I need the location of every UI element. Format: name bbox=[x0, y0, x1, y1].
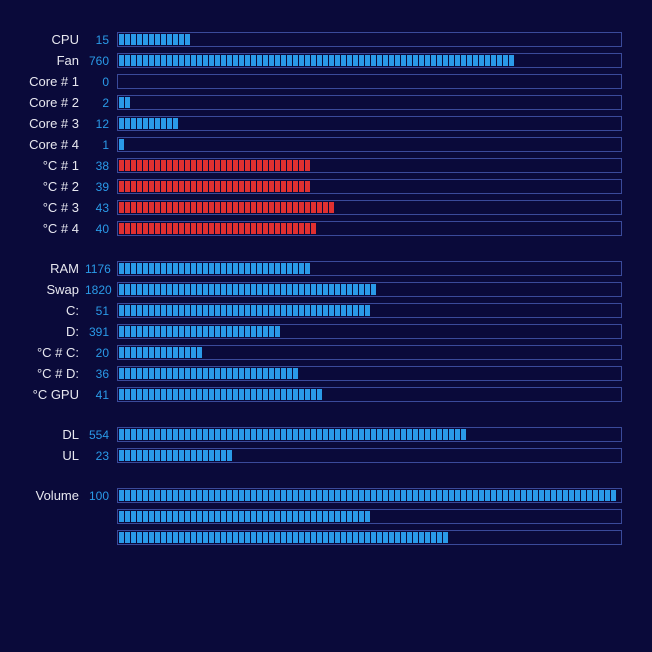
meter-row: Fan760 bbox=[0, 51, 627, 70]
meter-label: Core # 3 bbox=[0, 116, 85, 131]
meter-value: 100 bbox=[85, 489, 117, 503]
meter-bar bbox=[117, 200, 622, 215]
meter-bar bbox=[117, 137, 622, 152]
meter-value: 2 bbox=[85, 96, 117, 110]
meter-bar bbox=[117, 32, 622, 47]
meter-row: CPU15 bbox=[0, 30, 627, 49]
meter-bar bbox=[117, 448, 622, 463]
meter-label: °C # C: bbox=[0, 345, 85, 360]
meter-bar bbox=[117, 303, 622, 318]
meter-bar bbox=[117, 427, 622, 442]
meter-value: 760 bbox=[85, 54, 117, 68]
meter-label: °C # 1 bbox=[0, 158, 85, 173]
meter-bar bbox=[117, 282, 622, 297]
meter-value: 39 bbox=[85, 180, 117, 194]
meter-value: 15 bbox=[85, 33, 117, 47]
meter-label: Core # 2 bbox=[0, 95, 85, 110]
meter-bar bbox=[117, 74, 622, 89]
meter-bar bbox=[117, 221, 622, 236]
meter-label: Core # 4 bbox=[0, 137, 85, 152]
meter-bar bbox=[117, 530, 622, 545]
meter-label: CPU bbox=[0, 32, 85, 47]
meter-label: Swap bbox=[0, 282, 85, 297]
meter-row: °C # 440 bbox=[0, 219, 627, 238]
meter-label: C: bbox=[0, 303, 85, 318]
meter-value: 41 bbox=[85, 388, 117, 402]
meter-label: °C # 4 bbox=[0, 221, 85, 236]
meter-bar bbox=[117, 261, 622, 276]
meter-value: 554 bbox=[85, 428, 117, 442]
meter-label: °C GPU bbox=[0, 387, 85, 402]
meter-value: 1820 bbox=[85, 283, 117, 297]
meter-label: RAM bbox=[0, 261, 85, 276]
meter-label: °C # 2 bbox=[0, 179, 85, 194]
meter-value: 38 bbox=[85, 159, 117, 173]
meter-bar bbox=[117, 324, 622, 339]
meter-bar bbox=[117, 179, 622, 194]
meter-row: °C # 138 bbox=[0, 156, 627, 175]
meter-bar bbox=[117, 387, 622, 402]
meter-value: 391 bbox=[85, 325, 117, 339]
meter-row bbox=[0, 528, 627, 547]
meter-label: Volume bbox=[0, 488, 85, 503]
meter-row: °C # 239 bbox=[0, 177, 627, 196]
meter-label: Core # 1 bbox=[0, 74, 85, 89]
meter-row: Core # 312 bbox=[0, 114, 627, 133]
group-gap bbox=[0, 406, 627, 425]
meter-value: 43 bbox=[85, 201, 117, 215]
meter-row: °C # C:20 bbox=[0, 343, 627, 362]
meter-row: °C GPU41 bbox=[0, 385, 627, 404]
meter-value: 20 bbox=[85, 346, 117, 360]
meter-bar bbox=[117, 53, 622, 68]
meter-value: 51 bbox=[85, 304, 117, 318]
meter-row: Core # 41 bbox=[0, 135, 627, 154]
meter-value: 1 bbox=[85, 138, 117, 152]
meter-row: °C # D:36 bbox=[0, 364, 627, 383]
meter-bar bbox=[117, 509, 622, 524]
meter-bar bbox=[117, 366, 622, 381]
meter-row: UL23 bbox=[0, 446, 627, 465]
meter-row: Swap1820 bbox=[0, 280, 627, 299]
meter-row: RAM1176 bbox=[0, 259, 627, 278]
meter-label: °C # D: bbox=[0, 366, 85, 381]
meter-row: °C # 343 bbox=[0, 198, 627, 217]
group-gap bbox=[0, 240, 627, 259]
meter-bar bbox=[117, 95, 622, 110]
meter-row: Core # 10 bbox=[0, 72, 627, 91]
meter-row bbox=[0, 507, 627, 526]
meter-value: 23 bbox=[85, 449, 117, 463]
meter-row: DL554 bbox=[0, 425, 627, 444]
meter-value: 12 bbox=[85, 117, 117, 131]
meter-bar bbox=[117, 116, 622, 131]
meter-label: Fan bbox=[0, 53, 85, 68]
meter-value: 1176 bbox=[85, 262, 117, 276]
meter-value: 36 bbox=[85, 367, 117, 381]
meter-value: 0 bbox=[85, 75, 117, 89]
system-monitor: CPU15Fan760Core # 10Core # 22Core # 312C… bbox=[0, 30, 627, 547]
meter-bar bbox=[117, 488, 622, 503]
meter-label: D: bbox=[0, 324, 85, 339]
meter-label: UL bbox=[0, 448, 85, 463]
meter-label: °C # 3 bbox=[0, 200, 85, 215]
meter-bar bbox=[117, 158, 622, 173]
meter-value: 40 bbox=[85, 222, 117, 236]
meter-row: Core # 22 bbox=[0, 93, 627, 112]
meter-row: Volume100 bbox=[0, 486, 627, 505]
group-gap bbox=[0, 467, 627, 486]
meter-row: D:391 bbox=[0, 322, 627, 341]
meter-row: C:51 bbox=[0, 301, 627, 320]
meter-label: DL bbox=[0, 427, 85, 442]
meter-bar bbox=[117, 345, 622, 360]
